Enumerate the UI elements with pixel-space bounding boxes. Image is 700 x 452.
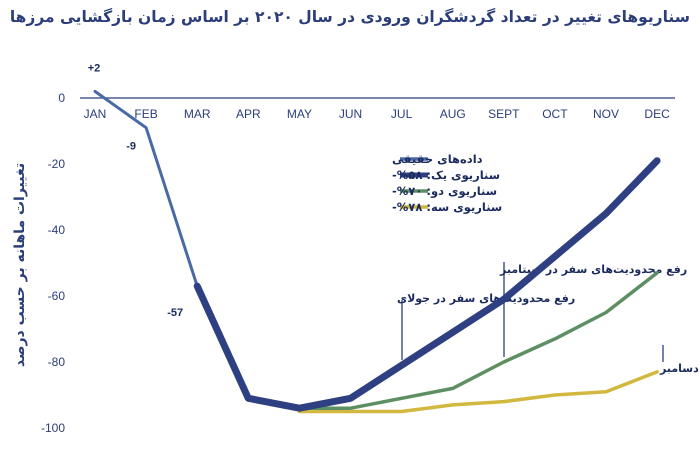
x-tick-label: OCT [542, 107, 568, 121]
annotation-label: رفع محدودیت‌های سفر در سپتامبر [499, 263, 687, 276]
annotation-label: رفع محدودیت‌های سفر در دسامبر [659, 362, 700, 375]
x-tick-label: FEB [134, 107, 157, 121]
x-tick-label: SEPT [488, 107, 520, 121]
series-line [297, 271, 659, 410]
x-tick-label: JAN [84, 107, 107, 121]
data-label: -9 [126, 141, 136, 153]
annotation-label: رفع محدودیت‌های سفر در جولای [397, 292, 575, 305]
data-label: -57 [167, 307, 183, 319]
legend-label: سناریوی دو: ‎-%۷۰ [392, 184, 497, 199]
legend-label: سناریوی سه: ‎-%۷۸ [392, 200, 502, 215]
x-tick-label: NOV [593, 107, 619, 121]
x-tick-label: MAR [184, 107, 211, 121]
x-tick-label: MAY [287, 107, 312, 121]
data-labels: +2 -9 -57 [88, 62, 183, 319]
y-tick-label: 0 [58, 91, 65, 105]
x-tick-label: AUG [440, 107, 466, 121]
y-tick-label: -20 [48, 157, 66, 171]
x-tick-label: JUN [339, 107, 362, 121]
legend-label: داده‌های حقیقی [392, 152, 483, 166]
data-label: +2 [88, 62, 101, 74]
x-tick-label: APR [236, 107, 261, 121]
chart-title: سناریوهای تغییر در تعداد گردشگران ورودی … [9, 8, 690, 26]
x-tick-label: DEC [644, 107, 670, 121]
y-tick-label: -60 [48, 289, 66, 303]
y-tick-label: -80 [48, 355, 66, 369]
series-line [93, 89, 199, 288]
series-lines [93, 89, 661, 414]
y-tick-label: -40 [48, 223, 66, 237]
axes: JAN FEB MAR APR MAY JUN JUL AUG SEPT OCT NOV DEC 0 -2… [41, 91, 675, 435]
series-line [193, 157, 661, 412]
series-line [297, 370, 659, 414]
annotations: رفع محدودیت‌های سفر در جولای رفع محدودیت‌… [397, 262, 700, 375]
x-tick-label: JUL [391, 107, 413, 121]
legend-label: سناریوی یک: ‎-%۵۸ [392, 168, 500, 183]
y-tick-label: -100 [41, 421, 65, 435]
